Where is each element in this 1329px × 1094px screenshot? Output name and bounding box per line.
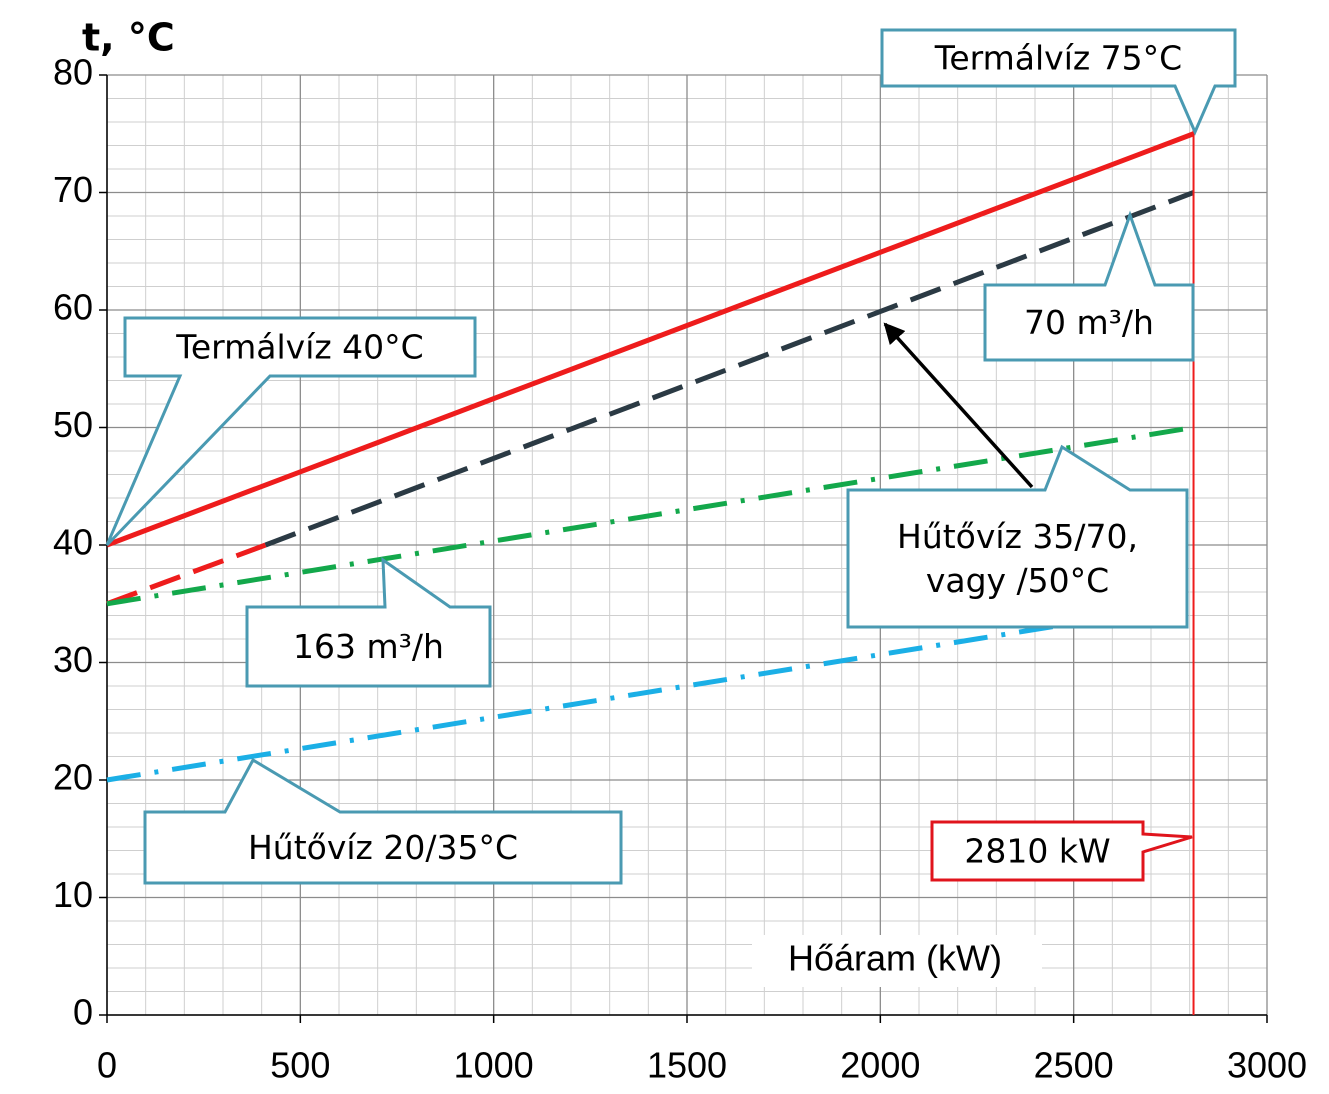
series-line [106,425,1194,607]
x-tick-label: 2500 [1034,1045,1114,1086]
y-tick-label: 40 [53,522,93,563]
callout-text: vagy /50°C [926,561,1109,600]
series-line [264,190,1195,548]
y-tick-label: 30 [53,639,93,680]
callout-box [983,210,1195,362]
y-tick-label: 50 [53,404,93,445]
callout-box [143,757,623,885]
callout-box [105,316,477,547]
callout-text: Termálvíz 40°C [175,328,423,367]
plot [106,122,1195,1015]
annotations: Termálvíz 40°C Termálvíz 75°C 70 m³/h Hűtőv… [105,28,1237,885]
y-tick-label: 70 [53,169,93,210]
y-tick-label: 60 [53,287,93,328]
callout-box [930,820,1193,882]
callout-text: 163 m³/h [293,627,444,666]
arrow [883,322,1034,489]
callout-text: Hűtővíz 20/35°C [248,828,518,867]
y-tick-label: 20 [53,757,93,798]
x-tick-label: 2000 [840,1045,920,1086]
callout-box [880,28,1237,136]
series-line [106,542,267,607]
callout-text: Hűtővíz 35/70, [897,517,1138,556]
y-tick-label: 80 [53,52,93,93]
callout-text: 70 m³/h [1024,303,1154,342]
callout-text: Termálvíz 75°C [934,39,1182,78]
x-tick-label: 1000 [454,1045,534,1086]
x-tick-label: 3000 [1227,1045,1307,1086]
callout-box [245,557,492,688]
x-tick-label: 0 [97,1045,117,1086]
x-tick-label: 500 [270,1045,330,1086]
y-tick-label: 10 [53,874,93,915]
series-line [106,131,1195,548]
x-axis-label: Hőáram (kW) [788,938,1002,979]
series-line [106,601,1194,783]
x-tick-label: 1500 [647,1045,727,1086]
y-tick-label: 0 [73,992,93,1033]
callout-text: 2810 kW [964,832,1110,871]
y-axis-label: t, °C [82,16,175,60]
x-label-bg [752,935,1042,987]
callout-box [846,444,1189,629]
